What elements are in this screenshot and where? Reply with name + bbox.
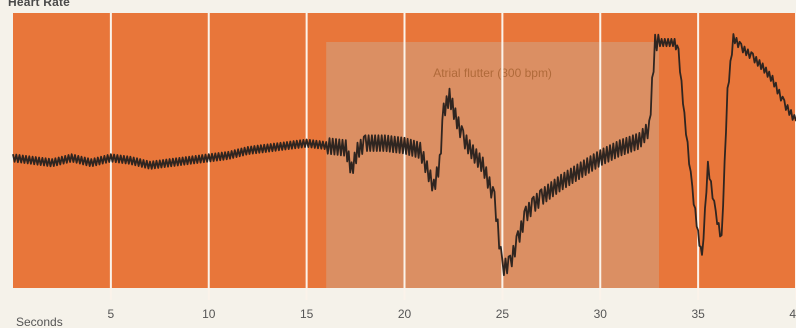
axis-layer: Seconds 5 10 15 20 25 30 35 40: [16, 307, 796, 328]
line-layer: [12, 33, 796, 277]
chart-title: Heart Rate: [8, 0, 71, 9]
x-tick-label-25: 25: [496, 307, 510, 321]
x-tick-label-5: 5: [108, 307, 115, 321]
x-axis-label: Seconds: [16, 315, 63, 328]
x-tick-label-30: 30: [594, 307, 608, 321]
grid-layer: [109, 13, 796, 300]
x-tick-label-20: 20: [398, 307, 412, 321]
x-tick-label-35: 35: [691, 307, 705, 321]
x-tick-label-15: 15: [300, 307, 314, 321]
x-tick-label-10: 10: [202, 307, 216, 321]
annotation-region: [326, 42, 659, 288]
annotation-layer: Atrial flutter (300 bpm): [326, 42, 659, 288]
heart-rate-series-line: [12, 33, 796, 277]
x-tick-label-40: 40: [789, 307, 796, 321]
annotation-label: Atrial flutter (300 bpm): [433, 66, 552, 80]
